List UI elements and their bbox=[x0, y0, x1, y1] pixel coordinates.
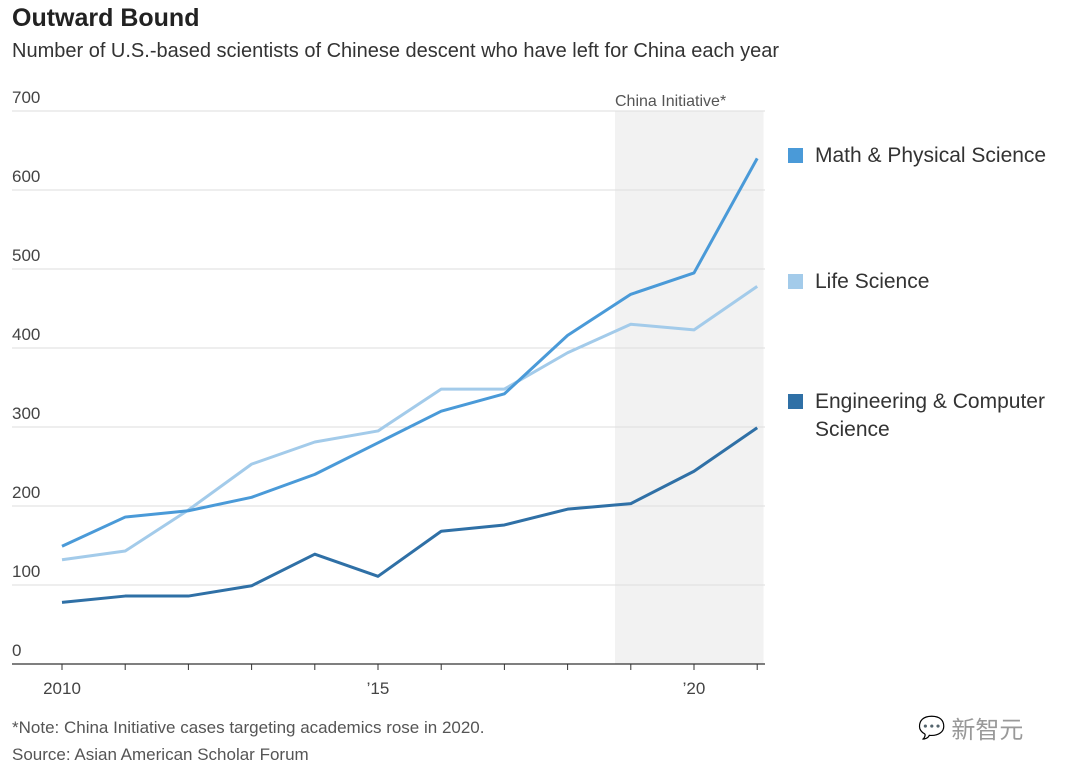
series-line-engineering-computer-science bbox=[61, 426, 759, 604]
legend-item: Engineering & Computer Science bbox=[788, 388, 1073, 444]
y-tick-label: 500 bbox=[12, 246, 40, 265]
chart-subtitle: Number of U.S.-based scientists of Chine… bbox=[12, 40, 780, 62]
y-tick-label: 300 bbox=[12, 404, 40, 423]
x-tick-label: ’15 bbox=[367, 679, 390, 698]
watermark: 💬 新智元 bbox=[918, 710, 1023, 745]
source-note: Source: Asian American Scholar Forum bbox=[12, 745, 309, 764]
y-tick-label: 700 bbox=[12, 88, 40, 107]
watermark-text: 新智元 bbox=[951, 717, 1024, 744]
series-line-math-physical-science bbox=[61, 157, 759, 548]
annotation-label: China Initiative* bbox=[615, 93, 726, 110]
footnote: *Note: China Initiative cases targeting … bbox=[12, 718, 485, 737]
legend-swatch bbox=[788, 148, 803, 163]
series-line-life-science bbox=[61, 285, 759, 562]
legend-item: Life Science bbox=[788, 268, 1073, 296]
legend-swatch bbox=[788, 394, 803, 409]
wechat-icon: 💬 bbox=[918, 714, 946, 740]
y-tick-label: 200 bbox=[12, 483, 40, 502]
y-tick-label: 400 bbox=[12, 325, 40, 344]
chart-title: Outward Bound bbox=[12, 4, 200, 32]
y-tick-label: 100 bbox=[12, 562, 40, 581]
legend-label: Engineering & Computer Science bbox=[815, 390, 1045, 441]
annotation-shade bbox=[615, 111, 764, 664]
legend-label: Life Science bbox=[815, 270, 930, 293]
legend-swatch bbox=[788, 274, 803, 289]
y-tick-label: 0 bbox=[12, 641, 21, 660]
x-tick-label: 2010 bbox=[43, 679, 81, 698]
legend-item: Math & Physical Science bbox=[788, 142, 1073, 170]
legend-label: Math & Physical Science bbox=[815, 144, 1047, 167]
x-tick-label: ’20 bbox=[683, 679, 706, 698]
y-tick-label: 600 bbox=[12, 167, 40, 186]
